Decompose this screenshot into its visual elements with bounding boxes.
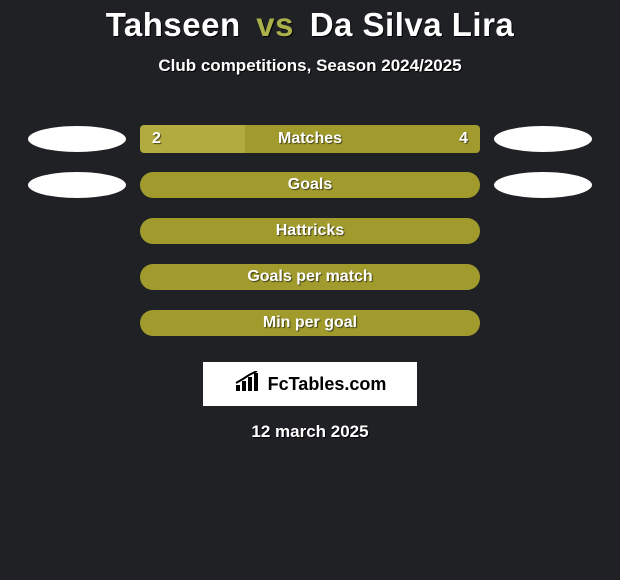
player1-marker (28, 126, 126, 152)
player2-marker (494, 126, 592, 152)
stat-row: Hattricks (0, 208, 620, 254)
stat-bar: Goals per match (140, 264, 480, 290)
page-title: Tahseen vs Da Silva Lira (0, 0, 620, 44)
spacer (28, 310, 126, 336)
player2-name: Da Silva Lira (310, 6, 515, 43)
stat-value-right: 4 (459, 125, 468, 153)
stat-row: Min per goal (0, 300, 620, 346)
spacer (494, 310, 592, 336)
subtitle: Club competitions, Season 2024/2025 (0, 56, 620, 76)
stat-bar: 24Matches (140, 125, 480, 153)
bar-segment (140, 172, 480, 198)
vs-separator: vs (256, 6, 294, 43)
player2-marker (494, 172, 592, 198)
stat-row: 24Matches (0, 116, 620, 162)
date-line: 12 march 2025 (0, 422, 620, 442)
stats-card: Tahseen vs Da Silva Lira Club competitio… (0, 0, 620, 580)
player1-marker (28, 172, 126, 198)
stat-bar: Min per goal (140, 310, 480, 336)
stat-value-left: 2 (152, 125, 161, 153)
stat-bar: Hattricks (140, 218, 480, 244)
spacer (28, 264, 126, 290)
brand-icon (234, 371, 262, 398)
bar-segment (140, 310, 480, 336)
spacer (494, 264, 592, 290)
bar-segment (245, 125, 480, 153)
brand-text: FcTables.com (268, 374, 387, 395)
stat-row: Goals (0, 162, 620, 208)
stats-rows: 24MatchesGoalsHattricksGoals per matchMi… (0, 116, 620, 346)
bar-segment (140, 218, 480, 244)
bar-segment (140, 264, 480, 290)
spacer (28, 218, 126, 244)
stat-row: Goals per match (0, 254, 620, 300)
brand-box: FcTables.com (203, 362, 417, 406)
player1-name: Tahseen (106, 6, 241, 43)
stat-bar: Goals (140, 172, 480, 198)
spacer (494, 218, 592, 244)
